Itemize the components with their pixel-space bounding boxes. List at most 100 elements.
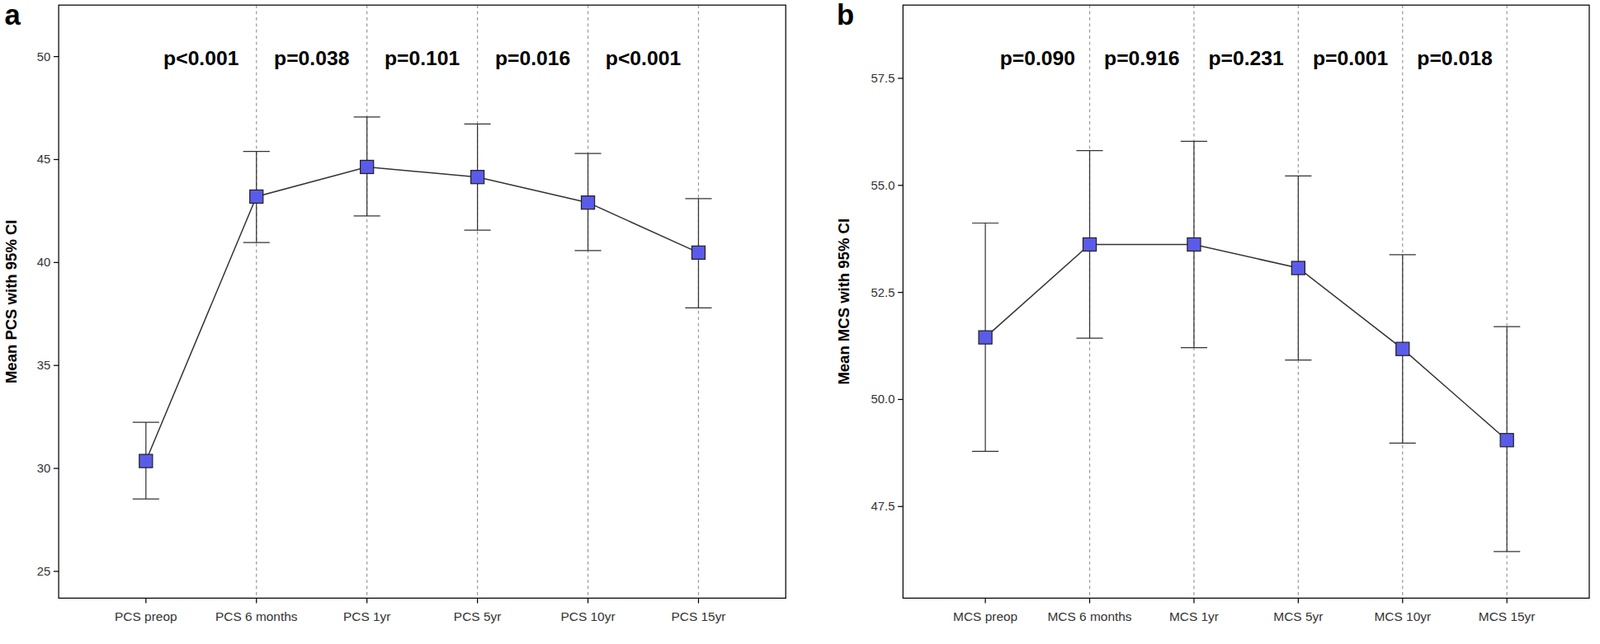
- error-bar-cap: [1284, 359, 1312, 361]
- x-tick: [1193, 598, 1195, 604]
- error-bar: [464, 123, 491, 231]
- x-tick-label: MCS 1yr: [1169, 609, 1219, 624]
- marker: [1500, 434, 1514, 448]
- y-tick: [53, 56, 59, 57]
- x-tick-label: MCS 10yr: [1373, 609, 1431, 624]
- y-tick: [53, 262, 59, 264]
- x-tick: [1297, 598, 1299, 604]
- p-value: p=0.231: [1208, 47, 1284, 70]
- marker: [471, 170, 485, 185]
- p-value: p=0.016: [495, 47, 571, 70]
- marker: [978, 330, 992, 345]
- y-axis-label: Mean PCS with 95% CI: [2, 219, 20, 384]
- panel: bMean MCS with 95% CI47.550.052.555.057.…: [835, 0, 1590, 624]
- error-bar-cap: [1076, 338, 1103, 340]
- error-bar-cap: [1076, 150, 1103, 152]
- x-tick-label: MCS 5yr: [1273, 609, 1323, 624]
- error-bar: [574, 153, 601, 251]
- panel-label: a: [4, 0, 22, 31]
- y-tick-label: 52.5: [871, 286, 896, 300]
- error-bar-cap: [1180, 347, 1208, 349]
- x-tick-label: PCS 6 months: [215, 609, 298, 624]
- x-tick: [1089, 598, 1091, 604]
- x-tick-label: MCS preop: [953, 609, 1018, 624]
- marker: [1291, 261, 1305, 275]
- y-tick: [53, 365, 59, 367]
- error-bar: [1493, 326, 1520, 553]
- y-tick: [897, 184, 903, 186]
- x-tick: [366, 598, 368, 604]
- marker: [1082, 237, 1096, 251]
- y-tick-label: 47.5: [871, 500, 896, 514]
- error-bar-cap: [464, 230, 491, 232]
- x-tick: [145, 598, 147, 604]
- marker: [1187, 237, 1201, 251]
- series-line: [146, 166, 699, 462]
- y-tick: [53, 467, 59, 469]
- figure: aMean PCS with 95% CI253035404550PCS pre…: [0, 0, 1600, 644]
- p-value: p=0.038: [273, 47, 350, 70]
- y-axis-label: Mean MCS with 95% CI: [835, 218, 853, 386]
- error-bar-cap: [684, 307, 712, 309]
- y-tick-label: 35: [37, 358, 51, 373]
- error-bar-cap: [243, 241, 270, 243]
- grid-line: [255, 4, 257, 599]
- error-bar-cap: [1180, 141, 1208, 142]
- grid-line: [1193, 4, 1195, 599]
- grid-line: [476, 4, 478, 599]
- y-tick: [897, 77, 903, 79]
- grid-line: [1297, 4, 1299, 599]
- x-tick-label: PCS preop: [114, 609, 178, 624]
- y-tick-label: 50.0: [871, 392, 896, 406]
- error-bar-cap: [1284, 175, 1312, 177]
- error-bar: [132, 422, 160, 500]
- error-bar-cap: [132, 422, 160, 424]
- y-tick-label: 25: [37, 565, 51, 579]
- error-bar-cap: [1493, 551, 1520, 553]
- error-bar: [684, 198, 712, 308]
- error-bar-cap: [972, 451, 999, 453]
- marker: [691, 245, 705, 260]
- error-bar: [353, 117, 381, 217]
- panel: aMean PCS with 95% CI253035404550PCS pre…: [2, 0, 786, 624]
- y-tick-label: 57.5: [871, 71, 896, 85]
- error-bar-cap: [1389, 443, 1416, 444]
- y-tick-label: 40: [37, 255, 51, 270]
- error-bar-cap: [574, 153, 601, 155]
- p-value: p=0.101: [384, 47, 461, 70]
- error-bar-cap: [464, 123, 491, 125]
- error-bar-cap: [353, 215, 381, 217]
- y-tick-label: 50: [37, 50, 51, 64]
- p-value: p=0.018: [1416, 47, 1492, 70]
- data-group: [972, 141, 1520, 552]
- grid-line: [366, 4, 368, 599]
- y-tick: [897, 506, 903, 508]
- error-bar-cap: [353, 116, 381, 118]
- x-tick: [1401, 598, 1403, 604]
- error-bar: [972, 222, 999, 452]
- plot-frame: [902, 4, 1590, 599]
- p-value: p=0.090: [1000, 47, 1076, 70]
- x-tick: [476, 598, 478, 604]
- x-tick: [255, 598, 257, 604]
- x-tick-label: MCS 15yr: [1478, 609, 1536, 624]
- p-value: p=0.916: [1104, 47, 1180, 70]
- y-tick-label: 45: [37, 152, 51, 166]
- marker: [1396, 342, 1410, 356]
- x-tick: [698, 598, 699, 604]
- error-bar-cap: [972, 222, 999, 224]
- grid-line: [1506, 4, 1508, 599]
- x-tick: [984, 598, 986, 604]
- p-value: p<0.001: [163, 47, 240, 70]
- y-tick: [53, 159, 59, 161]
- error-bar-cap: [1493, 326, 1520, 328]
- p-value: p<0.001: [605, 47, 682, 70]
- y-tick-label: 55.0: [871, 179, 896, 193]
- y-tick: [53, 571, 59, 572]
- error-bar-cap: [132, 498, 160, 500]
- y-tick: [897, 399, 903, 401]
- error-bar-cap: [1389, 254, 1416, 255]
- x-tick-label: PCS 15yr: [670, 609, 726, 624]
- marker: [139, 454, 153, 468]
- error-bar: [243, 151, 270, 243]
